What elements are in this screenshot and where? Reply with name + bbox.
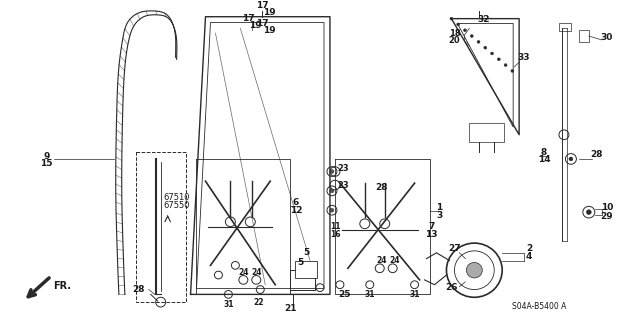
Text: 67550: 67550 <box>164 201 190 210</box>
Circle shape <box>559 130 569 140</box>
Text: 23: 23 <box>337 181 349 189</box>
Text: 12: 12 <box>290 206 302 215</box>
Text: 17: 17 <box>242 14 255 23</box>
Circle shape <box>232 262 239 269</box>
Text: 24: 24 <box>376 256 387 265</box>
Text: 4: 4 <box>526 252 532 261</box>
Circle shape <box>490 52 493 55</box>
Text: 10: 10 <box>600 203 613 212</box>
Bar <box>469 123 504 143</box>
Text: 25: 25 <box>339 290 351 299</box>
Text: 29: 29 <box>600 212 613 221</box>
Text: 16: 16 <box>330 230 340 239</box>
Circle shape <box>214 271 223 279</box>
Circle shape <box>511 70 514 72</box>
Bar <box>136 152 186 302</box>
Text: 19: 19 <box>263 26 276 35</box>
Text: 1: 1 <box>436 203 443 212</box>
Text: 28: 28 <box>376 183 388 192</box>
Text: 67510: 67510 <box>164 193 190 202</box>
Text: 21: 21 <box>284 304 296 313</box>
Text: 14: 14 <box>538 155 550 164</box>
Circle shape <box>360 219 370 229</box>
Text: S04A-B5400 A: S04A-B5400 A <box>512 302 566 311</box>
Text: 26: 26 <box>445 283 458 292</box>
Text: 30: 30 <box>600 33 613 42</box>
Text: 13: 13 <box>425 230 438 239</box>
Text: 27: 27 <box>448 244 461 253</box>
Text: 24: 24 <box>389 256 400 265</box>
Text: 31: 31 <box>410 290 420 299</box>
Circle shape <box>467 263 483 278</box>
Text: 11: 11 <box>330 222 340 231</box>
Circle shape <box>330 189 334 193</box>
Circle shape <box>330 208 334 212</box>
Text: FR.: FR. <box>53 281 71 291</box>
Text: 17: 17 <box>256 19 269 28</box>
Text: 32: 32 <box>477 15 490 24</box>
Text: 20: 20 <box>449 36 460 45</box>
Bar <box>579 30 589 42</box>
Text: 2: 2 <box>526 244 532 253</box>
Circle shape <box>330 170 334 174</box>
Text: 22: 22 <box>253 298 264 307</box>
Circle shape <box>569 157 573 161</box>
Text: 9: 9 <box>43 152 49 160</box>
Text: 24: 24 <box>238 268 248 277</box>
Circle shape <box>463 29 467 32</box>
Circle shape <box>380 219 390 229</box>
Text: 18: 18 <box>449 29 460 38</box>
Circle shape <box>470 34 473 38</box>
Text: 33: 33 <box>518 53 531 62</box>
Circle shape <box>586 210 591 215</box>
Circle shape <box>497 58 500 61</box>
Text: 15: 15 <box>40 159 52 168</box>
Circle shape <box>245 217 255 227</box>
Text: 28: 28 <box>132 285 145 294</box>
Text: 31: 31 <box>365 290 375 299</box>
Bar <box>295 261 317 278</box>
Text: 6: 6 <box>293 198 300 207</box>
Text: 19: 19 <box>249 21 262 30</box>
Text: 5: 5 <box>303 248 309 257</box>
Text: 3: 3 <box>436 211 443 219</box>
Text: 17: 17 <box>256 1 269 10</box>
Circle shape <box>225 217 236 227</box>
Circle shape <box>484 46 487 49</box>
Circle shape <box>504 63 507 67</box>
Circle shape <box>450 17 453 20</box>
Text: 28: 28 <box>591 150 603 159</box>
Bar <box>559 24 571 31</box>
Text: 19: 19 <box>263 8 276 17</box>
Text: 31: 31 <box>223 300 234 308</box>
Text: 23: 23 <box>337 164 349 173</box>
Text: 8: 8 <box>541 148 547 157</box>
Circle shape <box>457 23 460 26</box>
Circle shape <box>477 41 480 43</box>
Bar <box>290 270 315 290</box>
Text: 5: 5 <box>297 258 303 267</box>
Text: 24: 24 <box>251 268 262 277</box>
Text: 7: 7 <box>428 222 435 231</box>
